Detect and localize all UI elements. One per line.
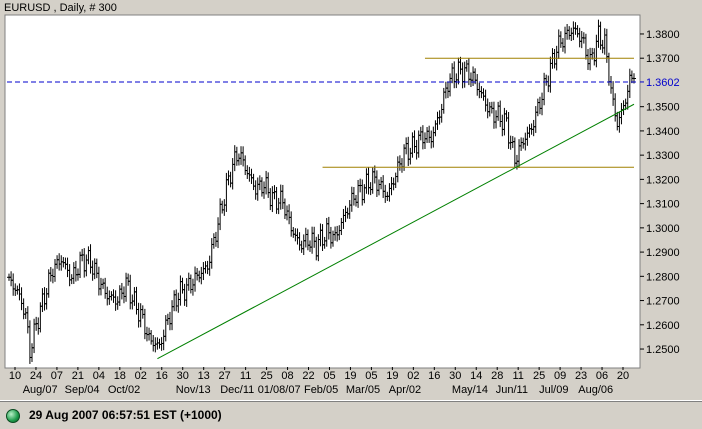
- x-day-label: 04: [93, 370, 105, 382]
- y-tick-label: 1.3200: [646, 174, 680, 186]
- x-day-label: 16: [428, 370, 440, 382]
- y-tick-label: 1.2800: [646, 271, 680, 283]
- x-day-label: 28: [491, 370, 503, 382]
- chart-title: EURUSD , Daily, # 300: [4, 2, 117, 14]
- price-bars: [7, 19, 636, 364]
- x-day-label: 16: [156, 370, 168, 382]
- last-price-label: 1.3602: [646, 77, 680, 89]
- x-day-label: 25: [533, 370, 545, 382]
- x-month-label: Jul/09: [539, 384, 568, 396]
- status-bar: 29 Aug 2007 06:57:51 EST (+1000): [0, 400, 702, 429]
- x-month-label: Aug/06: [578, 384, 613, 396]
- x-axis: 10 24 07 21 04 18 02 16 30 13 27 11 25 08 22 05 19 05 19 02…: [9, 367, 629, 396]
- x-day-label: 19: [344, 370, 356, 382]
- x-day-label: 08: [281, 370, 293, 382]
- x-day-label: 07: [51, 370, 63, 382]
- y-tick-label: 1.2600: [646, 320, 680, 332]
- x-day-label: 27: [219, 370, 231, 382]
- y-tick-label: 1.3400: [646, 126, 680, 138]
- x-month-label: 01/08/07: [258, 384, 301, 396]
- x-day-label: 02: [135, 370, 147, 382]
- x-day-label: 25: [260, 370, 272, 382]
- x-day-label: 11: [240, 370, 251, 382]
- y-tick-label: 1.3100: [646, 199, 680, 211]
- x-month-label: Mar/05: [346, 384, 380, 396]
- x-day-label: 02: [407, 370, 419, 382]
- y-tick-label: 1.2500: [646, 344, 680, 356]
- plot-area[interactable]: [4, 14, 641, 369]
- connection-status-icon: [6, 409, 20, 423]
- trend-line[interactable]: [157, 103, 635, 360]
- x-day-label: 05: [323, 370, 335, 382]
- x-day-label: 18: [114, 370, 126, 382]
- x-day-label: 24: [30, 370, 42, 382]
- chart-svg[interactable]: EURUSD , Daily, # 300 1.2500 1.2600 1.2700…: [0, 0, 702, 400]
- x-day-label: 11: [512, 370, 523, 382]
- overlays: [7, 57, 638, 360]
- x-day-label: 14: [470, 370, 482, 382]
- x-day-label: 19: [386, 370, 398, 382]
- x-month-label: May/14: [452, 384, 488, 396]
- y-tick-label: 1.3500: [646, 102, 680, 114]
- x-day-label: 09: [554, 370, 566, 382]
- x-month-label: Aug/07: [23, 384, 58, 396]
- x-day-label: 10: [9, 370, 21, 382]
- x-month-label: Apr/02: [389, 384, 421, 396]
- y-tick-label: 1.3800: [646, 29, 680, 41]
- status-timestamp: 29 Aug 2007 06:57:51 EST (+1000): [29, 408, 222, 422]
- x-month-label: Oct/02: [108, 384, 140, 396]
- x-month-label: Dec/11: [220, 384, 254, 396]
- x-month-label: Nov/13: [176, 384, 211, 396]
- x-day-label: 30: [449, 370, 461, 382]
- x-day-label: 21: [72, 370, 84, 382]
- x-day-label: 06: [596, 370, 608, 382]
- y-tick-label: 1.3700: [646, 53, 680, 65]
- y-axis: 1.2500 1.2600 1.2700 1.2800 1.2900 1.3000 1.31…: [640, 29, 680, 356]
- x-month-label: Jun/11: [496, 384, 528, 396]
- chart-window: EURUSD , Daily, # 300 1.2500 1.2600 1.2700…: [0, 0, 702, 400]
- x-month-label: Sep/04: [65, 384, 100, 396]
- x-day-label: 23: [575, 370, 587, 382]
- y-tick-label: 1.2900: [646, 247, 680, 259]
- x-day-label: 05: [365, 370, 377, 382]
- y-tick-label: 1.3000: [646, 223, 680, 235]
- x-month-label: Feb/05: [304, 384, 338, 396]
- y-tick-label: 1.2700: [646, 296, 680, 308]
- x-day-label: 30: [177, 370, 189, 382]
- x-day-label: 20: [617, 370, 629, 382]
- x-day-label: 22: [302, 370, 314, 382]
- x-day-label: 13: [198, 370, 210, 382]
- y-tick-label: 1.3300: [646, 150, 680, 162]
